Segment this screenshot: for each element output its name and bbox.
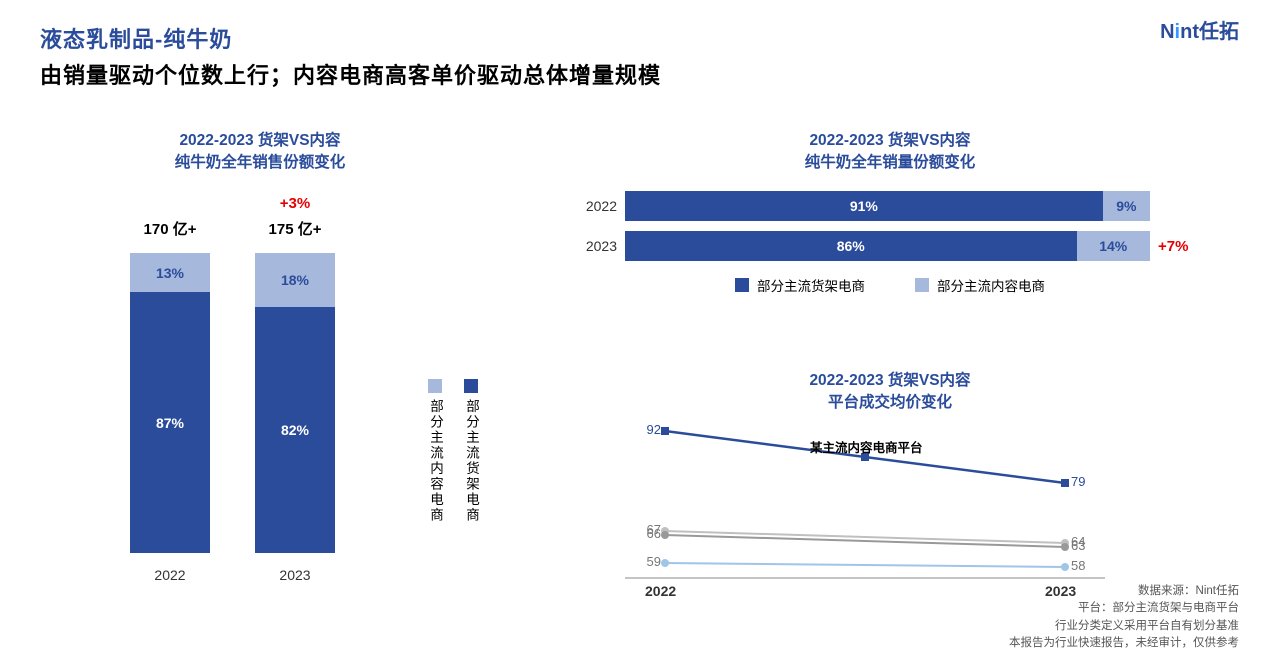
page-title-line2: 由销量驱动个位数上行；内容电商高客单价驱动总体增量规模 (40, 58, 661, 90)
marker-series-lightblue (1061, 563, 1069, 571)
page-title-line1: 液态乳制品-纯牛奶 (40, 22, 661, 54)
hbar-segment-content: 9% (1103, 191, 1150, 221)
bar-segment-shelf-2022: 87% (130, 292, 210, 553)
left-chart-title-l2: 纯牛奶全年销售份额变化 (60, 152, 460, 174)
hbar-row-2022: 202291%9% (570, 191, 1210, 221)
hbar-segment-shelf: 91% (625, 191, 1103, 221)
hbar-year-label: 2022 (570, 198, 625, 214)
hbar: 91%9% (625, 191, 1150, 221)
marker-series-navy (1061, 479, 1069, 487)
bar-2022: 13%87% (130, 253, 210, 553)
hbar-growth-label: +7% (1150, 238, 1210, 255)
line-series-lightblue (665, 563, 1065, 567)
line-series-label-navy: 某主流内容电商平台 (810, 437, 923, 456)
marker-series-lightblue (661, 559, 669, 567)
legend-label-light-h: 部分主流内容电商 (937, 275, 1045, 295)
marker-series-grey2 (661, 531, 669, 539)
legend-item-shelf-commerce: 部分主流货架电商 (462, 379, 480, 523)
legend-swatch-dark-h (735, 278, 749, 292)
bar-segment-shelf-2023: 82% (255, 307, 335, 553)
right-top-chart-title: 2022-2023 货架VS内容 纯牛奶全年销量份额变化 (570, 130, 1210, 173)
left-chart-title: 2022-2023 货架VS内容 纯牛奶全年销售份额变化 (60, 130, 460, 173)
footnote-l4: 本报告为行业快速报告，未经审计，仅供参考 (1009, 635, 1239, 652)
hbar-year-label: 2023 (570, 238, 625, 254)
legend-item-shelf: 部分主流货架电商 (735, 275, 865, 295)
line-plot-area: 9279676466635958某主流内容电商平台20222023 (570, 419, 1210, 609)
x-category-2022: 2022 (130, 567, 210, 583)
brand-logo: Nint任拓 (1160, 15, 1239, 44)
bar-segment-content-2022: 13% (130, 253, 210, 292)
bar-total-label-2023: 175 亿+ (250, 218, 340, 239)
right-bottom-title-l1: 2022-2023 货架VS内容 (570, 370, 1210, 392)
footnote-l1: 数据来源：Nint任拓 (1009, 583, 1239, 600)
bar-2023: 18%82% (255, 253, 335, 553)
hbar-segment-shelf: 86% (625, 231, 1077, 261)
hbar: 86%14% (625, 231, 1150, 261)
logo-cn: 任拓 (1199, 21, 1239, 43)
right-top-title-l1: 2022-2023 货架VS内容 (570, 130, 1210, 152)
right-top-legend: 部分主流货架电商 部分主流内容电商 (570, 275, 1210, 295)
right-bottom-title-l2: 平台成交均价变化 (570, 392, 1210, 414)
growth-label-sales: +3% (260, 195, 330, 212)
legend-swatch-light (428, 379, 442, 393)
left-chart-legend: 部分主流内容电商 部分主流货架电商 (426, 379, 480, 523)
marker-series-navy (661, 427, 669, 435)
legend-item-content-commerce: 部分主流内容电商 (426, 379, 444, 523)
page-header: 液态乳制品-纯牛奶 由销量驱动个位数上行；内容电商高客单价驱动总体增量规模 (40, 22, 661, 90)
horizontal-bar-plot-area: 202291%9% 202386%14%+7% (570, 191, 1210, 261)
hbar-segment-content: 14% (1077, 231, 1151, 261)
footnote-l3: 行业分类定义采用平台自有划分基准 (1009, 618, 1239, 635)
legend-label-light: 部分主流内容电商 (425, 399, 445, 523)
legend-label-dark: 部分主流货架电商 (461, 399, 481, 523)
hbar-row-2023: 202386%14%+7% (570, 231, 1210, 261)
line-x-category-2022: 2022 (645, 583, 676, 613)
x-category-2023: 2023 (255, 567, 335, 583)
legend-swatch-dark (464, 379, 478, 393)
marker-series-grey2 (1061, 543, 1069, 551)
stacked-bar-plot-area: 部分主流内容电商 部分主流货架电商 13%87%2022170 亿+18%82%… (60, 203, 460, 583)
legend-item-content: 部分主流内容电商 (915, 275, 1045, 295)
bar-total-label-2022: 170 亿+ (125, 218, 215, 239)
logo-part-n: N (1160, 21, 1174, 43)
sales-share-stacked-bar-chart: 2022-2023 货架VS内容 纯牛奶全年销售份额变化 部分主流内容电商 部分… (60, 130, 460, 583)
legend-swatch-light-h (915, 278, 929, 292)
footnotes: 数据来源：Nint任拓 平台：部分主流货架与电商平台 行业分类定义采用平台自有划… (1009, 583, 1239, 652)
right-top-title-l2: 纯牛奶全年销量份额变化 (570, 152, 1210, 174)
logo-part-nt: nt (1180, 21, 1199, 43)
bar-segment-content-2023: 18% (255, 253, 335, 307)
footnote-l2: 平台：部分主流货架与电商平台 (1009, 600, 1239, 617)
avg-price-line-chart: 2022-2023 货架VS内容 平台成交均价变化 92796764666359… (570, 370, 1210, 609)
left-chart-title-l1: 2022-2023 货架VS内容 (60, 130, 460, 152)
legend-label-dark-h: 部分主流货架电商 (757, 275, 865, 295)
right-bottom-chart-title: 2022-2023 货架VS内容 平台成交均价变化 (570, 370, 1210, 413)
volume-share-horizontal-bar-chart: 2022-2023 货架VS内容 纯牛奶全年销量份额变化 202291%9%20… (570, 130, 1210, 295)
